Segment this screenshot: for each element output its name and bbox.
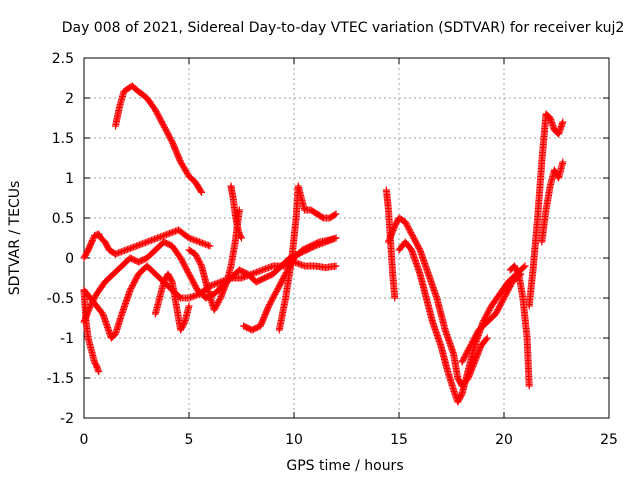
data-point (407, 229, 415, 236)
data-point (402, 220, 410, 227)
y-tick-label: 2.5 (52, 51, 74, 67)
data-point (521, 262, 529, 270)
data-point (185, 302, 193, 310)
series-arc8 (227, 182, 245, 242)
data-point (89, 235, 97, 243)
data-point (191, 250, 199, 258)
x-tick-label: 15 (390, 432, 408, 448)
x-tick-label: 25 (600, 432, 618, 448)
data-point (195, 258, 203, 265)
series-arc6 (151, 270, 193, 334)
data-point (482, 335, 490, 343)
y-axis-label: SDTVAR / TECUs (7, 181, 23, 296)
series-arc2 (80, 226, 214, 262)
y-tick-label: 1.5 (52, 131, 74, 147)
data-point (404, 224, 412, 232)
data-point (238, 234, 245, 242)
data-point (401, 218, 409, 226)
data-point (559, 118, 567, 126)
data-point (213, 302, 221, 309)
data-point (206, 242, 214, 250)
data-point (88, 236, 96, 244)
series-arc10 (275, 182, 340, 334)
data-point (559, 158, 567, 166)
data-point (331, 211, 339, 219)
data-point (211, 305, 219, 312)
x-tick-label: 20 (495, 432, 513, 448)
y-tick-label: 2 (65, 91, 74, 107)
tick-labels: 0 5 10 15 20 25 -2 -1.5 -1 -0.5 0 0.5 1 1.5 2 2.5 (47, 51, 618, 448)
series-arc16 (525, 110, 567, 310)
data-point (86, 302, 94, 310)
data-point (403, 221, 411, 229)
data-point (197, 261, 205, 268)
data-point (520, 263, 528, 271)
y-tick-label: -1 (60, 331, 74, 347)
data-point (213, 300, 221, 308)
data-point (95, 368, 103, 376)
data-point (87, 301, 95, 308)
x-tick-label: 0 (80, 432, 89, 448)
y-tick-label: 0.5 (52, 211, 74, 227)
data-point (194, 256, 202, 264)
data-point (415, 245, 423, 253)
data-point (404, 223, 412, 230)
data-point (210, 306, 218, 314)
data-point (89, 296, 97, 304)
data-point (192, 252, 200, 259)
data-point (214, 299, 222, 306)
data-point (405, 226, 413, 233)
series-arc14 (458, 270, 525, 366)
data-point (235, 206, 243, 214)
x-tick-label: 5 (185, 432, 194, 448)
data-markers (80, 82, 567, 406)
data-point (212, 303, 220, 311)
data-point (194, 255, 202, 262)
plot-frame (83, 57, 610, 419)
y-tick-label: 0 (65, 251, 74, 267)
data-point (88, 299, 96, 307)
y-tick-label: -2 (60, 411, 74, 427)
y-tick-label: 1 (65, 171, 74, 187)
x-tick-label: 10 (285, 432, 303, 448)
data-point (196, 259, 204, 267)
data-point (406, 227, 414, 235)
data-point (198, 188, 206, 196)
data-point (237, 233, 245, 241)
data-point (391, 294, 399, 302)
data-point (332, 234, 340, 242)
data-point (216, 296, 224, 303)
y-tick-label: -1.5 (47, 371, 74, 387)
data-point (314, 239, 322, 247)
x-axis-label: GPS time / hours (286, 458, 403, 474)
data-point (525, 382, 533, 390)
data-point (197, 187, 205, 195)
data-point (332, 262, 340, 270)
data-point (483, 334, 491, 342)
data-point (193, 253, 201, 261)
data-point (332, 210, 340, 218)
y-tick-label: -0.5 (47, 291, 74, 307)
data-point (215, 297, 223, 305)
data-point (90, 295, 98, 302)
series-arc17 (538, 158, 567, 246)
series-arc15 (506, 262, 533, 390)
series-arc1 (112, 82, 206, 196)
data-point (89, 298, 97, 305)
series-arc9 (240, 234, 340, 334)
data-point (91, 293, 99, 301)
chart-title: Day 008 of 2021, Sidereal Day-to-day VTE… (62, 20, 625, 36)
